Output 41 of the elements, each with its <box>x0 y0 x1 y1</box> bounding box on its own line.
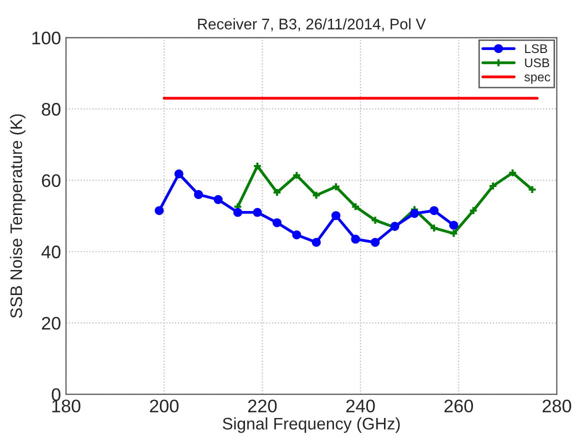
x-tick-label: 200 <box>150 400 179 412</box>
point <box>449 220 458 230</box>
point <box>468 206 478 216</box>
point <box>272 218 282 228</box>
point <box>508 168 518 178</box>
x-tick-label: 260 <box>444 400 473 412</box>
legend-label: LSB <box>525 44 548 54</box>
point <box>252 208 262 217</box>
point <box>351 202 360 212</box>
x-tick-label: 220 <box>248 400 277 412</box>
point <box>351 234 360 244</box>
chart-title: Receiver 7, B3, 26/11/2014, Pol V <box>198 18 426 32</box>
x-tick-label: 180 <box>52 400 80 412</box>
point <box>430 206 439 216</box>
y-tick-label: 100 <box>32 32 60 44</box>
point <box>331 182 340 192</box>
point <box>370 216 380 225</box>
y-tick-label: 40 <box>41 246 60 258</box>
x-tick-label: 280 <box>542 400 572 412</box>
x-tick-label: 240 <box>346 400 375 412</box>
point <box>370 238 380 247</box>
point <box>331 211 340 220</box>
y-tick-label: 0 <box>52 388 60 401</box>
x-axis-title: Signal Frequency (GHz) <box>222 417 400 433</box>
legend-label: spec <box>524 74 550 84</box>
point <box>292 170 302 180</box>
legend-label: USB <box>525 58 550 68</box>
point <box>214 195 223 204</box>
point <box>312 238 321 247</box>
point <box>233 208 242 217</box>
point <box>154 206 164 216</box>
y-axis-title: SSB Noise Temperature (K) <box>10 114 26 318</box>
point <box>174 169 184 178</box>
point <box>292 230 302 240</box>
point <box>488 181 498 191</box>
y-tick-label: 80 <box>42 102 60 116</box>
y-tick-label: 60 <box>42 174 60 188</box>
y-tick-label: 20 <box>42 316 60 330</box>
point <box>312 190 321 200</box>
point <box>194 190 204 200</box>
point <box>410 208 419 218</box>
